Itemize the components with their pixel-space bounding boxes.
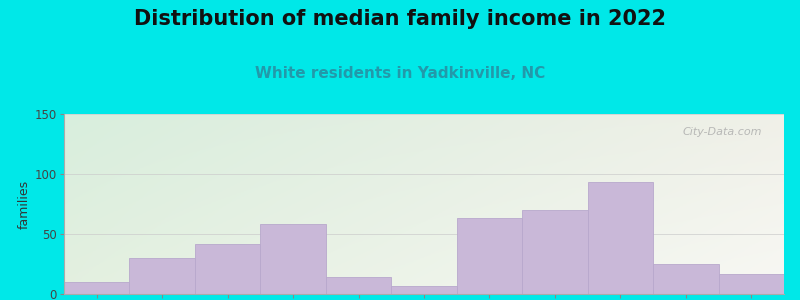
Text: White residents in Yadkinville, NC: White residents in Yadkinville, NC: [255, 66, 545, 81]
Text: Distribution of median family income in 2022: Distribution of median family income in …: [134, 9, 666, 29]
Y-axis label: families: families: [18, 179, 30, 229]
Bar: [64, 282, 130, 294]
Bar: [653, 264, 718, 294]
Bar: [195, 244, 260, 294]
Text: City-Data.com: City-Data.com: [683, 127, 762, 136]
Bar: [391, 286, 457, 294]
Bar: [588, 182, 653, 294]
Bar: [130, 258, 195, 294]
Bar: [457, 218, 522, 294]
Bar: [260, 224, 326, 294]
Bar: [718, 274, 784, 294]
Bar: [522, 210, 588, 294]
Bar: [326, 277, 391, 294]
